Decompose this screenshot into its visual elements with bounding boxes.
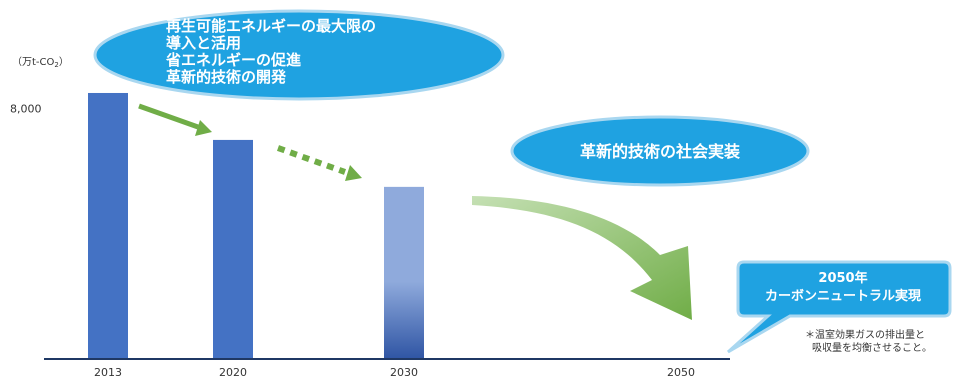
- x-tick-label-2020: 2020: [219, 366, 247, 379]
- innovation-text: 革新的技術の社会実装: [580, 142, 740, 161]
- y-tick-label: 8,000: [10, 103, 42, 116]
- innovation-bubble: 革新的技術の社会実装: [510, 115, 810, 187]
- y-unit-label: （万t-CO2）: [12, 56, 69, 69]
- footnote-line-2: 吸収量を均衡させること。: [812, 342, 932, 354]
- x-tick-label-2030: 2030: [390, 366, 418, 379]
- bar-2013: [88, 92, 128, 360]
- measure-line-3: 省エネルギーの促進: [165, 51, 302, 69]
- solid-trend-arrow: [138, 103, 212, 136]
- measure-line-1: 再生可能エネルギーの最大限の: [166, 17, 376, 35]
- goal-callout: 2050年 カーボンニュートラル実現: [726, 260, 952, 354]
- x-tick-label-2013: 2013: [94, 366, 122, 379]
- x-tick-labels: 2013 2020 2030 2050: [94, 366, 695, 379]
- measure-line-4: 革新的技術の開発: [166, 68, 287, 86]
- x-tick-label-2050: 2050: [667, 366, 695, 379]
- goal-year: 2050年: [818, 270, 867, 286]
- goal-text: カーボンニュートラル実現: [765, 288, 921, 304]
- bar-series: [88, 92, 424, 360]
- dotted-trend-arrow: [276, 145, 362, 181]
- bar-2020: [213, 139, 253, 359]
- curved-trend-arrow: [472, 196, 692, 320]
- bar-2030: [384, 186, 424, 359]
- measures-bubble: 再生可能エネルギーの最大限の 導入と活用 省エネルギーの促進 革新的技術の開発: [93, 9, 505, 101]
- footnote-line-1: ＊温室効果ガスの排出量と: [805, 328, 925, 341]
- measure-line-2: 導入と活用: [166, 34, 241, 52]
